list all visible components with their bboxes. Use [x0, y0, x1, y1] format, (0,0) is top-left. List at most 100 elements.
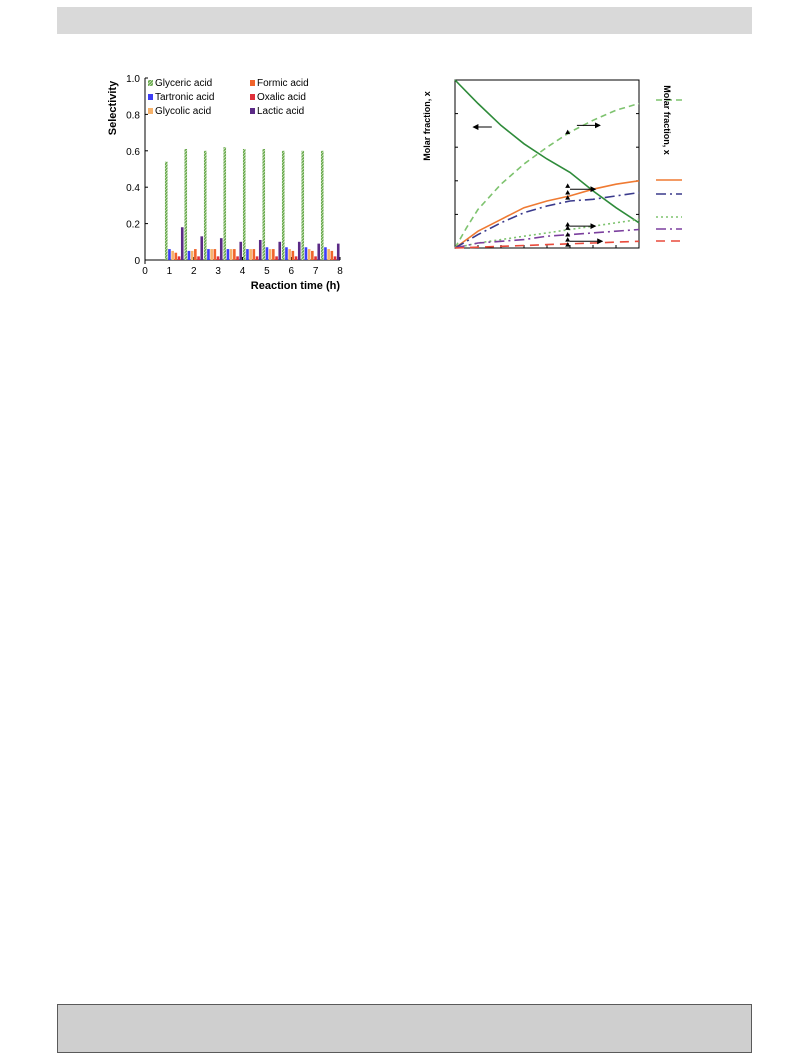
bar-glycolic-acid	[229, 249, 233, 260]
legend-swatch	[250, 108, 255, 114]
bar-lactic-acid	[336, 243, 340, 260]
legend-label: Glycolic acid	[155, 106, 211, 117]
bar-glyceric-acid	[164, 161, 168, 260]
bar-glyceric-acid	[223, 147, 227, 260]
series-line-1	[454, 102, 640, 249]
legend-swatch	[250, 94, 255, 100]
legend-swatch	[148, 108, 153, 114]
bar-lactic-acid	[200, 236, 204, 260]
series-line-3	[454, 191, 640, 249]
bar-glyceric-acid	[262, 148, 266, 260]
data-marker	[565, 129, 571, 135]
bar-glyceric-acid	[184, 148, 188, 260]
legend-label: Oxalic acid	[257, 92, 306, 103]
bar-formic-acid	[194, 249, 197, 260]
bar-tartronic-acid	[324, 247, 327, 260]
header-bar	[57, 7, 752, 34]
bar-formic-acid	[272, 249, 275, 260]
bar-tartronic-acid	[285, 247, 288, 260]
data-marker	[565, 190, 571, 195]
x-tick-label: 1	[167, 266, 173, 277]
y-axis-label: Selectivity	[107, 80, 119, 135]
bar-glycolic-acid	[327, 249, 330, 260]
bar-glycolic-acid	[190, 250, 194, 260]
bar-tartronic-acid	[187, 250, 191, 260]
bar-glyceric-acid	[242, 148, 246, 260]
data-marker	[565, 195, 571, 200]
y-tick-label: 0	[134, 256, 140, 267]
bar-tartronic-acid	[207, 249, 210, 260]
x-tick-label: 8	[337, 266, 343, 277]
bar-oxalic-acid	[294, 256, 298, 260]
bar-formic-acid	[252, 249, 256, 260]
data-marker	[565, 183, 571, 188]
bar-glycolic-acid	[268, 249, 272, 260]
bar-oxalic-acid	[197, 256, 200, 260]
bar-tartronic-acid	[246, 249, 249, 260]
bar-tartronic-acid	[168, 249, 171, 260]
bar-formic-acid	[174, 252, 178, 260]
y-tick-label: 1.0	[126, 74, 140, 85]
selectivity-bar-chart: 0 0.2 0.4 0.6 0.8 1.0 0 1 2 3 4 5 6 7 8 Glyceric acid Fo…	[107, 74, 343, 292]
data-marker	[565, 232, 571, 237]
bar-oxalic-acid	[177, 256, 181, 260]
bar-formic-acid	[213, 249, 217, 260]
legend-swatch	[148, 80, 153, 86]
bar-formic-acid	[311, 250, 314, 260]
bar-lactic-acid	[239, 241, 243, 260]
data-marker	[565, 242, 571, 247]
data-marker	[565, 221, 571, 227]
plot-area	[454, 79, 682, 249]
bar-formic-acid	[233, 249, 236, 260]
legend-swatch	[148, 94, 153, 100]
bar-glyceric-acid	[320, 150, 324, 260]
data-marker	[565, 225, 571, 230]
x-tick-label: 0	[142, 266, 148, 277]
x-axis-label: Reaction time (h)	[251, 280, 341, 292]
series-line-0	[454, 79, 640, 224]
bar-oxalic-acid	[216, 256, 220, 260]
legend-label: Formic acid	[257, 78, 309, 89]
bar-glyceric-acid	[203, 150, 207, 260]
y-tick-label: 0.8	[126, 110, 140, 121]
plot-frame	[454, 79, 640, 249]
y-axis-label-left: Molar fraction, x	[422, 91, 432, 161]
bar-glyceric-acid	[281, 150, 285, 260]
bar-lactic-acid	[278, 241, 282, 260]
y-tick-label: 0.2	[126, 220, 140, 231]
bar-tartronic-acid	[226, 249, 230, 260]
bar-glyceric-acid	[301, 150, 305, 260]
bar-lactic-acid	[258, 239, 262, 260]
bar-lactic-acid	[297, 241, 301, 260]
x-tick-label: 7	[313, 266, 319, 277]
bar-glycolic-acid	[307, 249, 311, 260]
x-tick-label: 4	[240, 266, 246, 277]
series-line-5	[454, 228, 640, 249]
legend-label: Tartronic acid	[155, 92, 214, 103]
bar-oxalic-acid	[333, 256, 337, 260]
bar-formic-acid	[291, 250, 295, 260]
bar-tartronic-acid	[265, 247, 269, 260]
series-line-4	[454, 218, 640, 249]
bar-lactic-acid	[219, 238, 223, 260]
bar-formic-acid	[330, 250, 334, 260]
x-tick-label: 5	[264, 266, 270, 277]
molar-fraction-line-chart: Molar fraction, x Molar fraction, x	[422, 79, 682, 249]
bar-oxalic-acid	[314, 256, 317, 260]
plot-area: 0 0.2 0.4 0.6 0.8 1.0 0 1 2 3 4 5 6 7 8 Glyceric acid Fo…	[126, 74, 343, 277]
footer-box	[57, 1004, 752, 1053]
bar-glycolic-acid	[288, 249, 291, 260]
bar-lactic-acid	[317, 243, 321, 260]
bar-tartronic-acid	[304, 247, 308, 260]
x-tick-label: 2	[191, 266, 197, 277]
x-tick-label: 3	[215, 266, 221, 277]
y-tick-label: 0.4	[126, 183, 140, 194]
series-line-6	[454, 240, 640, 249]
legend-swatch	[250, 80, 255, 86]
bar-oxalic-acid	[255, 256, 259, 260]
bar-glycolic-acid	[249, 249, 252, 260]
y-tick-label: 0.6	[126, 147, 140, 158]
bar-glycolic-acid	[171, 250, 174, 260]
bar-glycolic-acid	[210, 249, 213, 260]
bar-oxalic-acid	[275, 256, 278, 260]
